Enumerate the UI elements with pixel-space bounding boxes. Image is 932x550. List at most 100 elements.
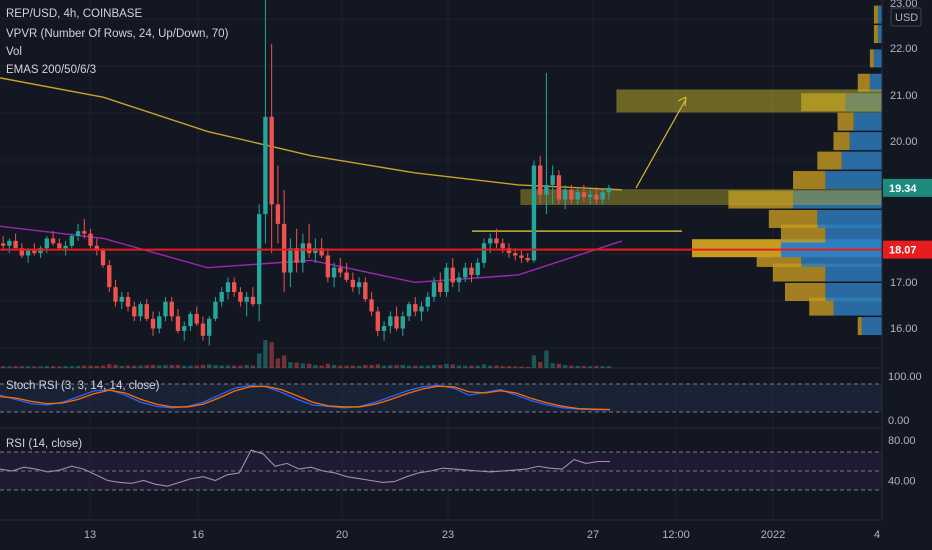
volume-bar <box>537 362 543 368</box>
candle-body <box>419 306 424 312</box>
candle-body <box>325 255 331 278</box>
candle-body <box>388 316 393 327</box>
candle-body <box>13 240 18 249</box>
vp-up-bar <box>861 317 882 336</box>
candle-body <box>263 116 268 215</box>
candle-body <box>581 192 587 198</box>
candle-body <box>75 231 81 237</box>
volume-bar <box>75 365 81 368</box>
volume-bar <box>194 365 199 368</box>
candle-body <box>494 238 499 244</box>
volume-bar <box>356 365 362 368</box>
candle-body <box>7 240 12 246</box>
volume-bar <box>100 365 106 368</box>
volume-bar <box>250 365 256 368</box>
volume-bar <box>581 365 587 368</box>
volume-bar <box>200 365 206 368</box>
volume-bar <box>569 365 574 368</box>
volume-bar <box>294 362 299 368</box>
volume-bar <box>63 366 68 368</box>
ema-50-line <box>0 225 623 283</box>
candle-body <box>319 248 324 256</box>
time-tick: 23 <box>442 529 454 541</box>
stoch-rsi-pane <box>0 383 882 413</box>
volume-bar <box>544 350 549 368</box>
candle-body <box>82 231 87 234</box>
time-tick: 27 <box>587 529 599 541</box>
candle-body <box>182 326 187 331</box>
volume-bar <box>331 365 337 368</box>
volume-bar <box>413 365 418 368</box>
price-axis-bg <box>882 0 932 550</box>
candle-body <box>550 175 555 185</box>
vp-down-bar <box>772 263 826 282</box>
volume-bar <box>0 366 6 368</box>
volume-bar <box>175 365 181 368</box>
candle-body <box>69 236 75 246</box>
volume-bar <box>575 365 580 368</box>
candle-body <box>425 296 430 307</box>
candle-body <box>513 253 518 256</box>
vp-down-bar <box>809 297 834 316</box>
volume-bar <box>144 365 149 368</box>
candle-body <box>169 301 174 317</box>
volume-bar <box>50 366 56 368</box>
vp-up-bar <box>825 283 882 301</box>
candle-body <box>207 318 212 336</box>
volume-bar <box>606 366 612 368</box>
candle-body <box>88 233 93 246</box>
volume-bar <box>88 365 93 368</box>
volume-bar <box>138 365 143 368</box>
candle-body <box>113 287 118 302</box>
candle-body <box>331 267 337 278</box>
volume-profile <box>692 5 882 336</box>
symbol-line[interactable]: REP/USD, 4h, COINBASE <box>6 8 143 20</box>
price-tick: 22.00 <box>890 43 918 55</box>
volume-bar <box>219 365 224 368</box>
candle-body <box>288 248 293 273</box>
price-tick: 21.00 <box>890 90 918 102</box>
volume-bar <box>488 365 493 368</box>
indicator-emas-label[interactable]: EMAS 200/50/6/3 <box>6 64 97 76</box>
candle-body <box>587 194 593 198</box>
volume-bar <box>13 366 18 368</box>
candle-body <box>94 245 99 251</box>
volume-bar <box>25 366 31 368</box>
stoch-band <box>0 384 882 412</box>
candle-body <box>500 243 505 249</box>
candle-body <box>32 250 37 254</box>
rsi-label[interactable]: RSI (14, close) <box>6 438 83 450</box>
volume-bar <box>125 365 131 368</box>
candle-body <box>188 313 193 327</box>
vp-up-bar <box>853 112 882 131</box>
candle-body <box>225 282 231 292</box>
volume-bar <box>444 363 449 368</box>
volume-bar <box>587 366 593 368</box>
indicator-vpvr-label[interactable]: VPVR (Number Of Rows, 24, Up/Down, 70) <box>6 28 229 40</box>
volume-bar <box>256 353 262 368</box>
volume-bar <box>169 365 174 368</box>
rsi-pane <box>0 449 882 491</box>
candle-body <box>531 165 537 261</box>
volume-bar <box>494 365 499 368</box>
volume-bar <box>388 365 393 368</box>
candle-body <box>575 192 580 200</box>
volume-bar <box>238 365 243 368</box>
time-tick: 4 <box>874 529 880 541</box>
rsi-line <box>0 449 610 487</box>
volume-bar <box>506 366 512 368</box>
indicator-vol-label[interactable]: Vol <box>6 46 22 58</box>
volume-bar <box>550 363 555 368</box>
candle-body <box>431 282 437 297</box>
vp-down-bar <box>857 73 870 92</box>
candle-body <box>306 243 312 254</box>
vp-up-bar <box>841 151 882 170</box>
volume-bar <box>338 365 343 368</box>
last-price-tag: 19.34 <box>889 183 917 195</box>
candle-body <box>175 316 181 331</box>
stoch-rsi-label[interactable]: Stoch RSI (3, 3, 14, 14, close) <box>6 380 160 392</box>
candle-body <box>0 243 6 246</box>
candle-body <box>488 238 493 244</box>
candle-body <box>537 165 543 195</box>
